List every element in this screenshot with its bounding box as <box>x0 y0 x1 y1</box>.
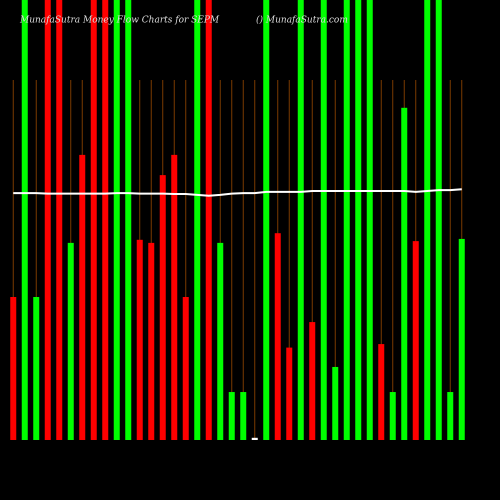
bar <box>217 242 224 440</box>
bar <box>447 392 454 440</box>
bar <box>33 297 40 440</box>
bar <box>332 366 339 440</box>
bar <box>389 392 396 440</box>
bar <box>67 242 74 440</box>
chart-subtitle: () MunafaSutra.com <box>256 15 348 26</box>
bar <box>240 392 247 440</box>
bar <box>205 0 212 440</box>
bar <box>159 175 166 440</box>
bar <box>148 242 155 440</box>
bar <box>355 0 362 440</box>
bar <box>194 0 201 440</box>
bar <box>320 0 327 440</box>
bar <box>263 0 270 440</box>
bar <box>182 297 189 440</box>
bar <box>251 437 258 440</box>
bar <box>309 322 316 440</box>
bar <box>401 107 408 441</box>
bar <box>113 0 120 440</box>
bar <box>10 297 17 440</box>
chart-title: MunafaSutra Money Flow Charts for SEPM <box>19 16 220 26</box>
bar <box>21 0 28 440</box>
bar <box>286 347 293 440</box>
bar <box>435 0 442 440</box>
bar <box>343 0 350 440</box>
bar <box>378 344 385 440</box>
bar <box>228 392 235 440</box>
bar <box>366 0 373 440</box>
bar <box>297 0 304 440</box>
bar <box>171 154 178 440</box>
bar <box>274 233 281 440</box>
bar <box>79 154 86 440</box>
bar <box>424 0 431 440</box>
bar <box>458 238 465 440</box>
bar <box>136 239 143 440</box>
bar <box>412 241 419 440</box>
bar <box>90 0 97 440</box>
bar <box>125 0 132 440</box>
bar <box>56 0 63 440</box>
bar <box>44 0 51 440</box>
bar <box>102 0 109 440</box>
flow-line <box>13 188 462 197</box>
